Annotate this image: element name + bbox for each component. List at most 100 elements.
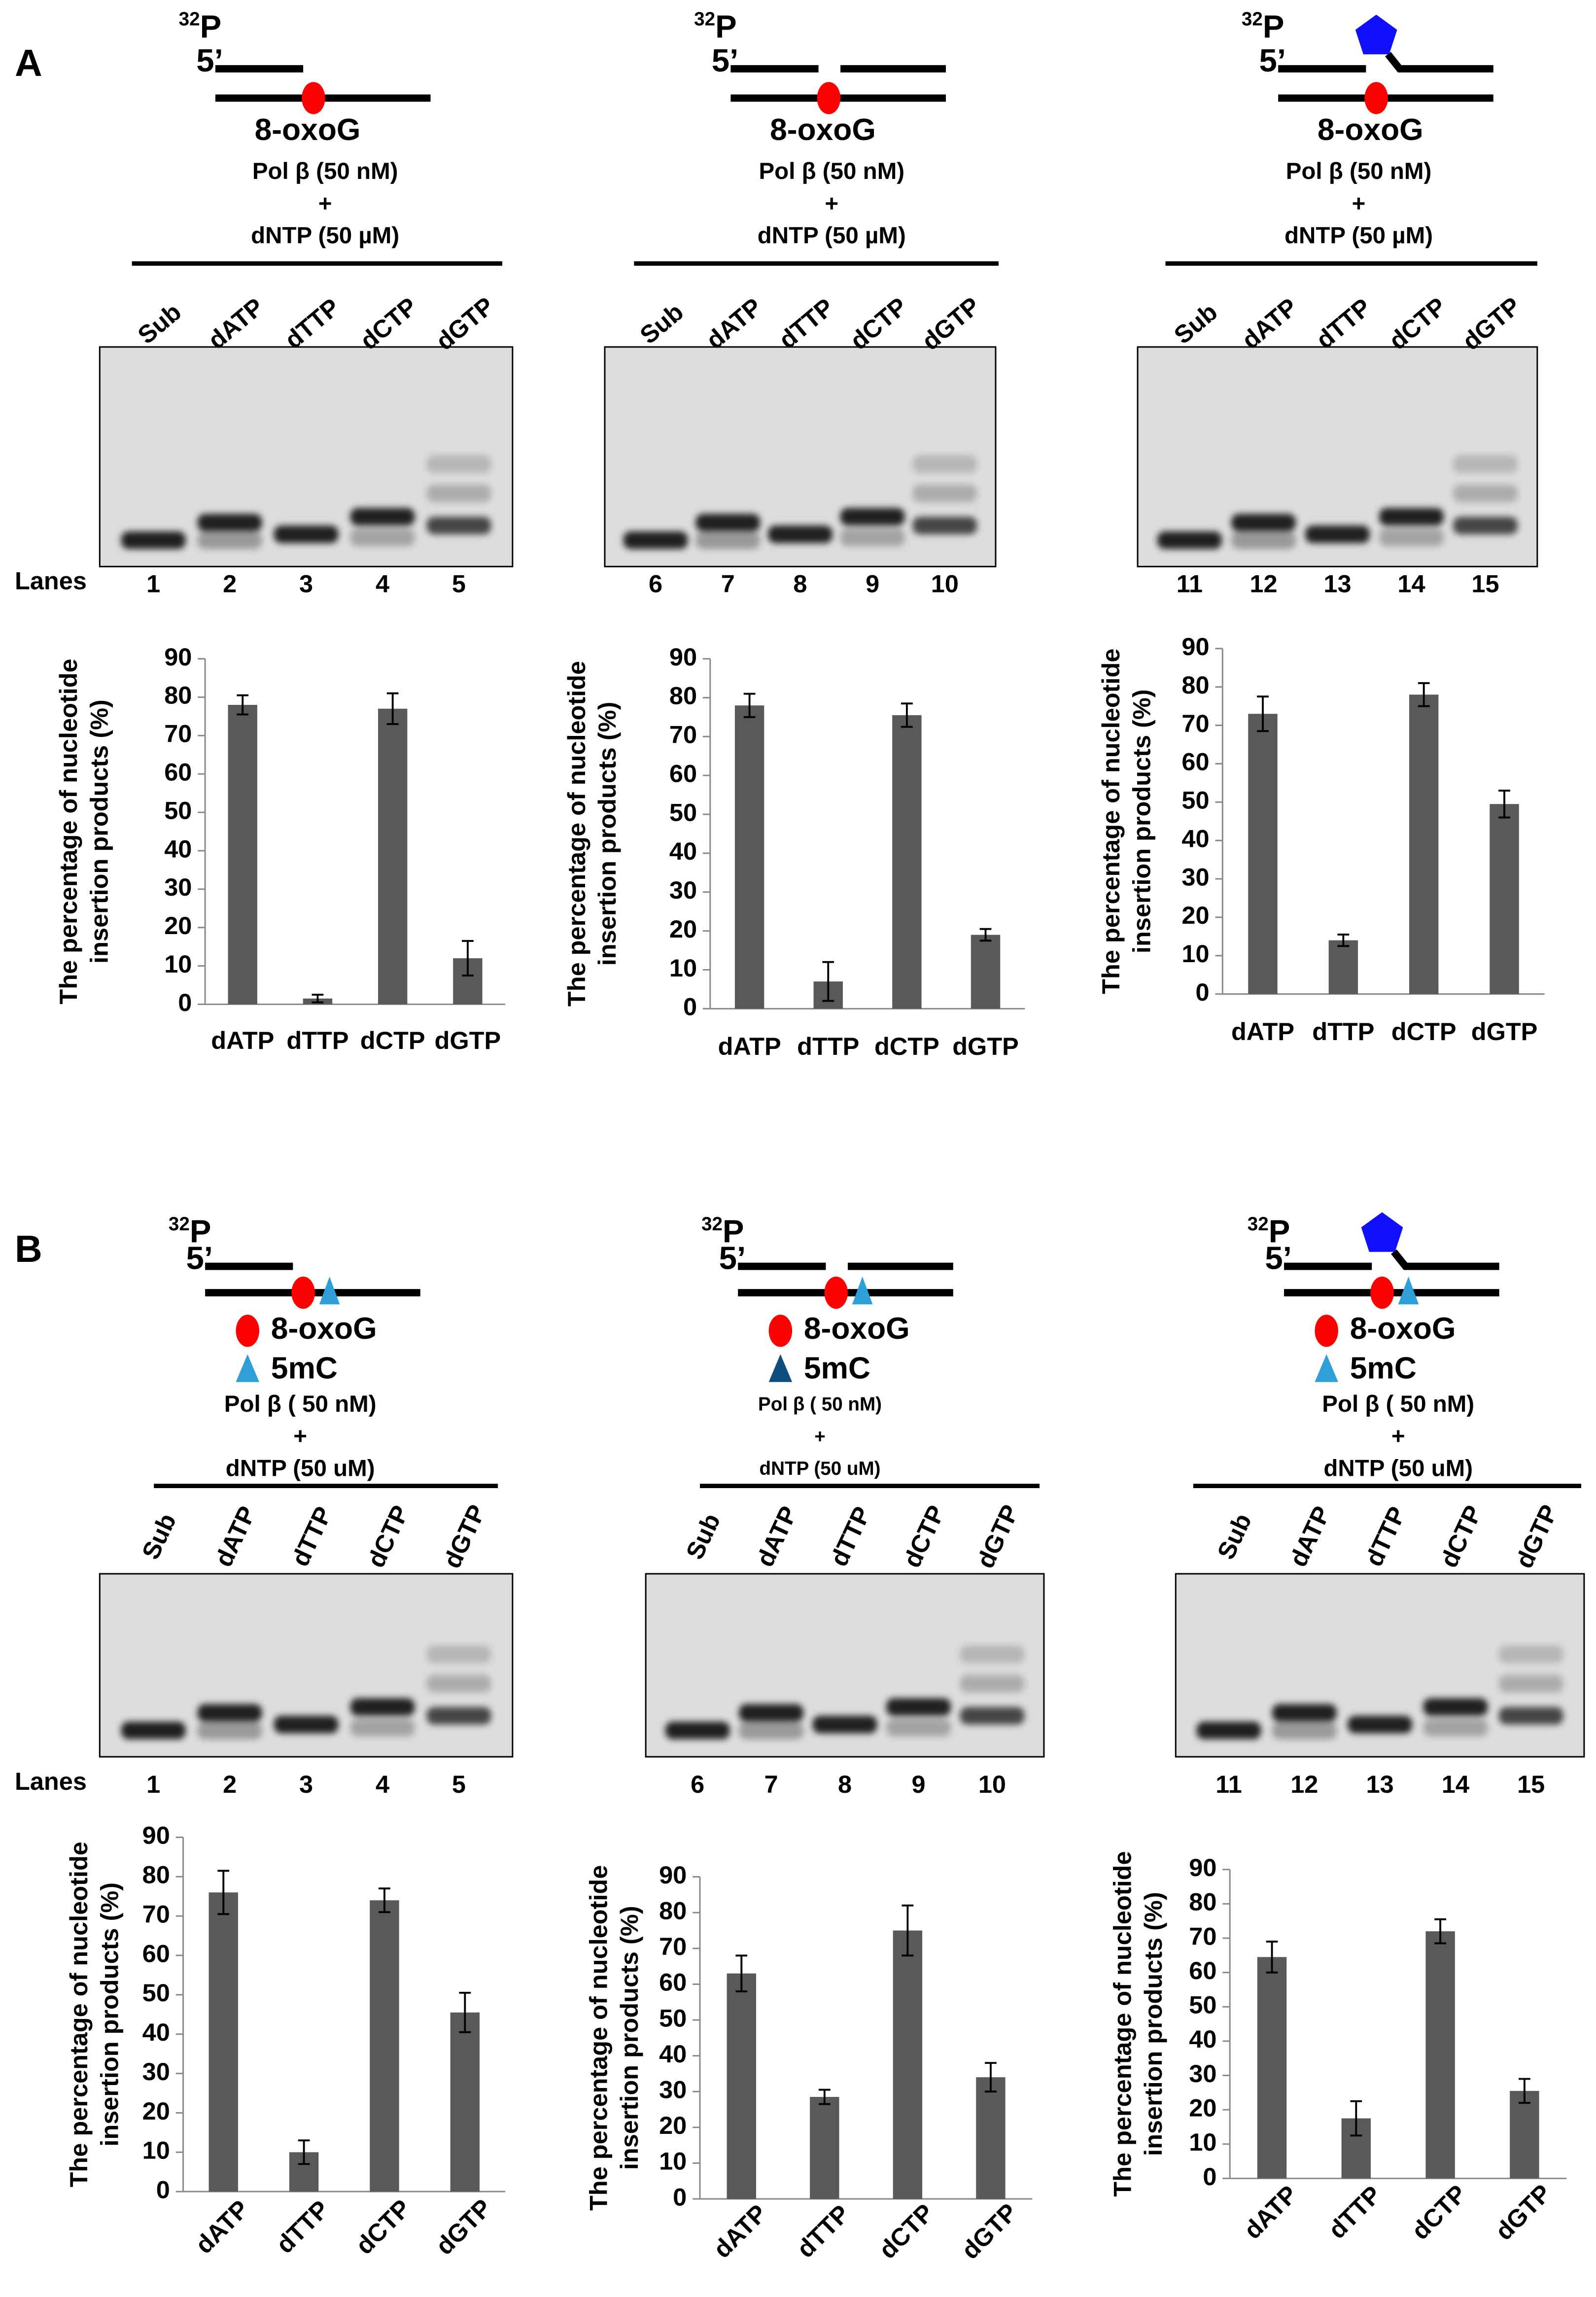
- lane-label: dATP: [209, 1502, 261, 1571]
- x-tick-label: dGTP: [430, 2193, 497, 2260]
- y-tick-label: 60: [164, 758, 192, 786]
- gel-band: [274, 525, 339, 543]
- y-axis-label: The percentage of nucleotide: [1097, 649, 1125, 994]
- gel-band: [426, 455, 491, 473]
- lane-label: dATP: [203, 292, 269, 354]
- y-tick-label: 0: [178, 988, 192, 1016]
- flap-strand: [1385, 52, 1493, 73]
- bar: [892, 715, 922, 1009]
- bar: [228, 704, 257, 1005]
- lesion-marker: [291, 1276, 315, 1309]
- plus-label: +: [825, 190, 838, 216]
- x-tick-label: dGTP: [952, 1032, 1019, 1060]
- y-axis-label: insertion products (%): [615, 1906, 643, 2170]
- gel-band: [197, 514, 262, 532]
- lane-number: 11: [1215, 1770, 1242, 1798]
- gel-band: [121, 1721, 186, 1740]
- gel-band: [1379, 528, 1444, 546]
- five-prime-end: 5’: [1259, 42, 1286, 78]
- bar: [370, 1900, 399, 2192]
- gel-band: [350, 1698, 415, 1716]
- y-tick-label: 30: [1189, 2059, 1216, 2088]
- lane-label: dTTP: [286, 1502, 338, 1570]
- gel-band: [350, 1718, 415, 1737]
- y-tick-label: 20: [1189, 2094, 1216, 2122]
- lane-label: dCTP: [1434, 1501, 1487, 1572]
- lane-label: dATP: [701, 292, 767, 354]
- y-tick-label: 10: [659, 2147, 687, 2175]
- gel-band: [886, 1718, 951, 1737]
- gel-band: [1423, 1718, 1488, 1737]
- y-tick-label: 20: [659, 2111, 687, 2139]
- y-tick-label: 50: [142, 1979, 170, 2007]
- y-tick-label: 70: [1189, 1922, 1216, 1950]
- x-tick-label: dCTP: [360, 1026, 425, 1054]
- mod-marker: [1398, 1276, 1419, 1305]
- y-tick-label: 70: [659, 1932, 687, 1960]
- gel-band: [665, 1721, 730, 1740]
- y-tick-label: 90: [1181, 632, 1209, 661]
- lane-label: dTTP: [279, 293, 345, 354]
- x-tick-label: dCTP: [1406, 2179, 1472, 2245]
- gel-band: [739, 1704, 803, 1722]
- lane-label: Sub: [1212, 1509, 1257, 1564]
- x-tick-label: dGTP: [956, 2198, 1022, 2264]
- sugar-pentagon: [1361, 1212, 1403, 1252]
- lane-number: 4: [376, 569, 389, 597]
- gel-band: [350, 528, 415, 546]
- lane-number: 14: [1397, 569, 1425, 597]
- bar: [1248, 714, 1278, 994]
- lesion-legend: 8-oxoG: [1350, 1312, 1456, 1346]
- y-axis-label: The percentage of nucleotide: [54, 659, 82, 1004]
- y-tick-label: 80: [164, 681, 192, 709]
- y-tick-label: 60: [669, 759, 697, 787]
- y-tick-label: 20: [164, 911, 192, 940]
- gel-band: [1231, 514, 1296, 532]
- mod-marker: [852, 1276, 873, 1305]
- y-tick-label: 50: [1189, 1991, 1216, 2019]
- y-tick-label: 60: [1189, 1956, 1216, 1984]
- lane-number: 13: [1366, 1770, 1394, 1798]
- lesion-marker: [302, 82, 325, 114]
- gel-band: [739, 1721, 803, 1740]
- y-tick-label: 30: [669, 876, 697, 904]
- x-tick-label: dTTP: [1323, 2180, 1387, 2244]
- lane-number: 11: [1177, 569, 1203, 597]
- gel-band: [960, 1674, 1025, 1693]
- y-tick-label: 80: [1181, 671, 1209, 699]
- gel-band: [1498, 1645, 1563, 1663]
- lane-number: 5: [452, 569, 466, 597]
- gel-band: [695, 514, 761, 532]
- lesion-legend: 8-oxoG: [271, 1312, 377, 1346]
- isotope-mass: 32: [169, 1214, 190, 1235]
- y-tick-label: 70: [142, 1900, 170, 1928]
- bar: [450, 2012, 480, 2192]
- x-tick-label: dTTP: [286, 1026, 348, 1054]
- lane-number: 10: [931, 569, 959, 597]
- isotope-label: 32P: [694, 9, 737, 45]
- x-tick-label: dGTP: [435, 1026, 501, 1054]
- flap-strand: [1391, 1249, 1499, 1270]
- gel-band: [426, 1645, 491, 1663]
- lane-label: dTTP: [1359, 1502, 1411, 1570]
- y-tick-label: 30: [164, 873, 192, 901]
- y-tick-label: 60: [1181, 748, 1209, 776]
- bar: [1257, 1957, 1287, 2179]
- isotope-label: 32P: [1248, 1214, 1290, 1250]
- nucleotide-label: dNTP (50 µM): [251, 223, 399, 249]
- lane-number: 5: [452, 1770, 466, 1798]
- lane-label: dGTP: [430, 291, 499, 355]
- lesion-marker: [1370, 1276, 1394, 1309]
- mod-legend: 5mC: [271, 1351, 338, 1385]
- plus-label: +: [293, 1423, 307, 1449]
- enzyme-label: Pol β ( 50 nM): [224, 1391, 377, 1417]
- lesion-label: 8-oxoG: [255, 113, 361, 147]
- y-tick-label: 40: [1181, 824, 1209, 852]
- gel-band: [960, 1645, 1025, 1663]
- lane-label: Sub: [634, 298, 689, 349]
- gel-band: [197, 531, 262, 549]
- x-tick-label: dATP: [190, 2194, 254, 2259]
- bar: [208, 1892, 238, 2192]
- lane-number: 3: [299, 569, 313, 597]
